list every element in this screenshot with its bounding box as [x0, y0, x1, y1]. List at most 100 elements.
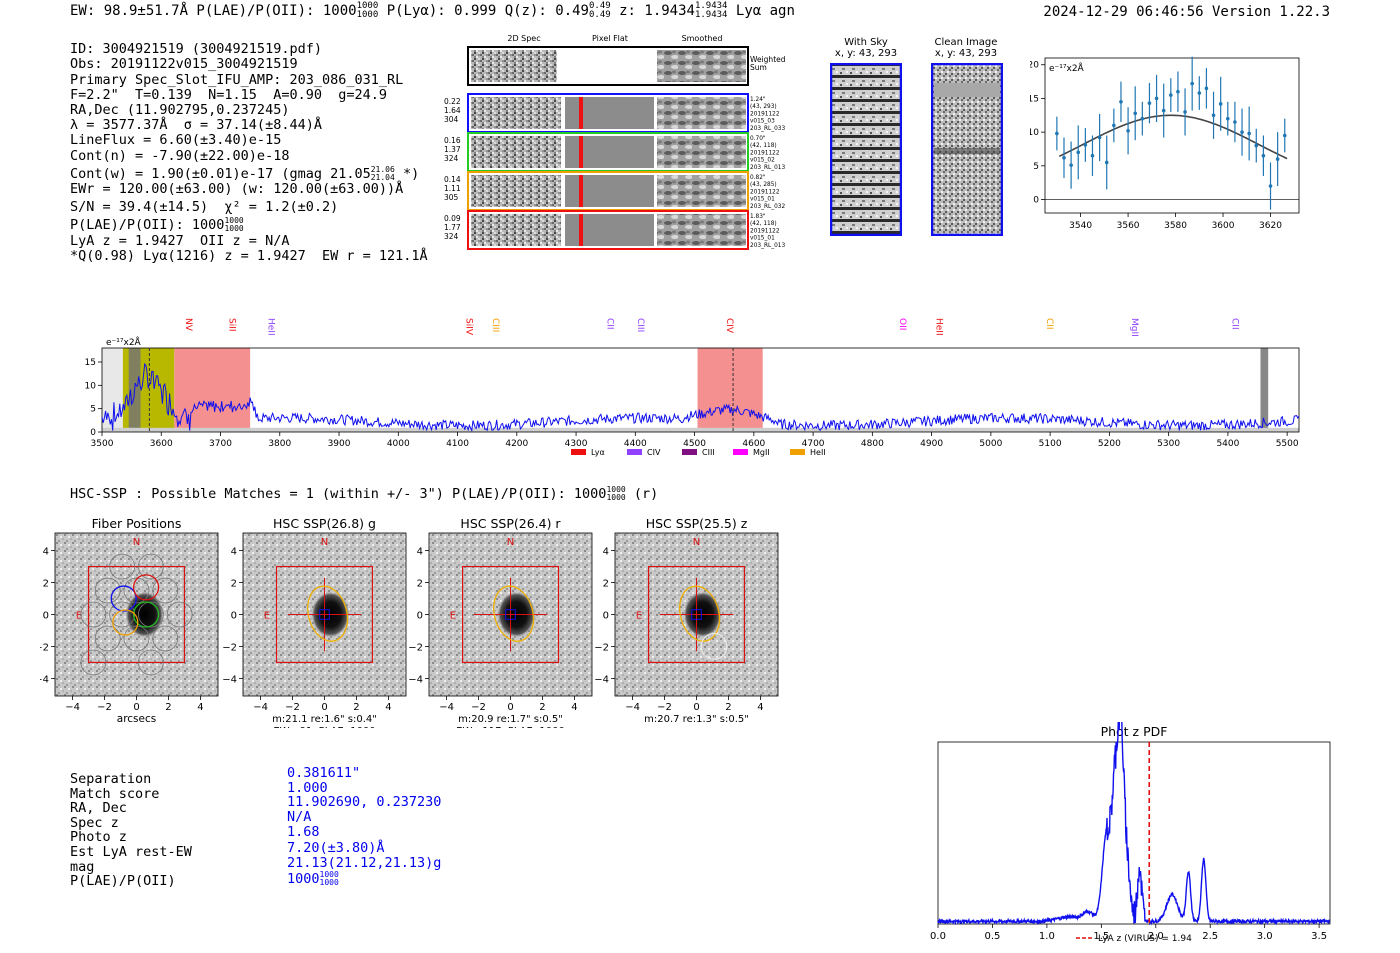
- spectrum-frame: [101, 347, 1300, 433]
- spectrum-line-label: NV: [183, 318, 193, 332]
- info-line: λ = 3577.37Å σ = 37.14(±8.44)Å: [70, 117, 322, 134]
- spec-row-frame: [467, 210, 749, 250]
- hsc-xtick: 0: [133, 702, 139, 713]
- spec-row-right-label: 1.83": [750, 214, 766, 220]
- weighted-label-2: Sum: [750, 63, 767, 72]
- spec-row-left-label: 0.14: [444, 175, 461, 184]
- zoom-xtick: 3560: [1117, 221, 1140, 231]
- hsc-xtick: −2: [285, 702, 300, 713]
- photz-xtick: 0.0: [930, 931, 946, 942]
- spec-row-smoothed: [657, 136, 746, 168]
- zoom-point: [1261, 153, 1266, 158]
- zoom-ytick: 10: [1030, 128, 1039, 138]
- zoom-point: [1147, 101, 1152, 105]
- spectrum-xtick: 3800: [268, 439, 291, 449]
- hsc-aperture-ellipse: [493, 585, 535, 642]
- hsc-panel-title: HSC SSP(25.5) z: [646, 516, 748, 531]
- spectrum-line-label: SiIV: [463, 318, 473, 336]
- info-line: ID: 3004921519 (3004921519.pdf): [70, 41, 322, 58]
- match-value: 1.68: [287, 824, 320, 840]
- header-plya-q: P(Lyα): 0.999 Q(z): 0.49: [378, 3, 589, 19]
- header-timestamp-version: 2024-12-29 06:46:56 Version 1.22.3: [1043, 4, 1330, 20]
- spectrum-line-label: CII: [1230, 318, 1240, 330]
- hsc-ytick: 4: [43, 547, 49, 558]
- zoom-point: [1247, 131, 1251, 136]
- hsc-east-label: E: [264, 611, 270, 622]
- spectrum-shade-lya: [174, 348, 251, 432]
- zoom-plot-frame: [1044, 57, 1300, 214]
- zoom-point: [1197, 91, 1202, 95]
- spectrum-xtick: 4500: [683, 439, 706, 449]
- spec-row-right-label: 1.24": [750, 97, 766, 103]
- hsc-panels: Fiber Positions N E −4 −4 −2 −2 0 0 2 2 4 4 arcsecs HS…: [40, 516, 779, 728]
- hsc-caption-1: m:21.1 re:1.6" s:0.4": [272, 714, 377, 725]
- hsc-xtick: 0: [693, 702, 699, 713]
- hsc-xtick: 4: [197, 702, 203, 713]
- spec-row-flat: [565, 175, 655, 207]
- spectrum-legend-label: CIII: [702, 448, 715, 457]
- info-line: Cont(n) = -7.90(±22.00)e-18: [70, 147, 290, 164]
- match-label: Match score: [70, 785, 160, 802]
- zoom-point: [1133, 111, 1138, 116]
- header-z: z: 1.9434: [610, 3, 695, 19]
- spec-row-smoothed: [657, 97, 746, 129]
- clean-image: [931, 63, 1003, 236]
- zoom-point: [1090, 153, 1095, 158]
- spec-row-left-label: 0.16: [444, 136, 461, 145]
- hsc-fiber-circle: [138, 649, 164, 676]
- spectrum-legend-label: HeII: [810, 448, 826, 457]
- photz-series-line: [937, 722, 1331, 926]
- hsc-xtick: 2: [353, 702, 359, 713]
- spec-row-left-label: 324: [444, 232, 459, 241]
- photz-xtick: 3.5: [1311, 931, 1327, 942]
- spec-row-2d: [471, 97, 561, 129]
- spectrum-line-label: CII: [604, 318, 614, 330]
- zoom-point: [1104, 160, 1109, 165]
- hsc-center-box: [691, 609, 702, 620]
- hsc-search-box: [647, 565, 746, 664]
- photz-xtick: 0.5: [984, 931, 1000, 942]
- hsc-panel-title: HSC SSP(26.4) r: [460, 516, 561, 531]
- full-spectrum-chart: e⁻¹⁷x2Å NV SiII HeII SiIV CIII CII CIII CIV OII H…: [85, 318, 1300, 457]
- spec-row-right-label: (43, 285): [750, 182, 777, 188]
- hsc-ytick: −2: [594, 642, 609, 653]
- spectrum-line-label: CIII: [490, 318, 500, 332]
- hsc-xtick: 0: [321, 702, 327, 713]
- zoom-point: [1126, 128, 1130, 133]
- spectrum-xtick: 5400: [1216, 439, 1239, 449]
- photz-xtick: 1.0: [1039, 931, 1055, 942]
- hsc-fiber-circle: [94, 625, 121, 652]
- hsc-ytick: 0: [417, 611, 423, 622]
- hsc-ytick: 0: [603, 611, 609, 622]
- photz-xtick: 3.0: [1257, 931, 1273, 942]
- match-value: 7.20(±3.80)Å: [287, 840, 385, 856]
- hsc-ytick: 2: [43, 579, 49, 590]
- zoom-point: [1176, 89, 1180, 94]
- zoom-ytick: 0: [1033, 196, 1039, 206]
- zoom-point: [1119, 100, 1123, 104]
- spec-row-left-label: 0.09: [444, 214, 461, 223]
- spectrum-xtick: 4400: [624, 439, 647, 449]
- spectrum-ytick: 10: [85, 381, 97, 391]
- zoom-point: [1218, 102, 1223, 106]
- spec-row-right-label: v015_01: [750, 236, 775, 242]
- hsc-ytick: −4: [408, 674, 423, 685]
- hsc-center-box: [505, 609, 516, 620]
- zoom-point: [1161, 108, 1166, 113]
- hsc-fiber-circle: [123, 625, 150, 652]
- hsc-fiber-circle: [80, 649, 107, 676]
- info-ewr: EWr = 120.00(±63.00) (w: 120.00(±63.00))…: [70, 181, 404, 198]
- hsc-ytick: 4: [417, 547, 423, 558]
- spectrum-xtick: 4800: [861, 439, 884, 449]
- zoom-point: [1254, 143, 1259, 148]
- match-label: RA, Dec: [70, 800, 127, 817]
- match-label: Photo z: [70, 829, 127, 846]
- spectrum-xtick: 3600: [150, 439, 173, 449]
- photz-legend-label: LyA z (VIRUS) = 1.94: [1098, 934, 1192, 944]
- hsc-xtick: 4: [757, 702, 763, 713]
- hsc-xtick: 4: [571, 702, 577, 713]
- hsc-north-label: N: [507, 537, 514, 548]
- hsc-east-label: E: [76, 611, 82, 622]
- spectrum-ytick: 0: [90, 428, 96, 438]
- spec2d-panel: 2D Spec Pixel Flat Smoothed Weighted Sum…: [444, 34, 786, 250]
